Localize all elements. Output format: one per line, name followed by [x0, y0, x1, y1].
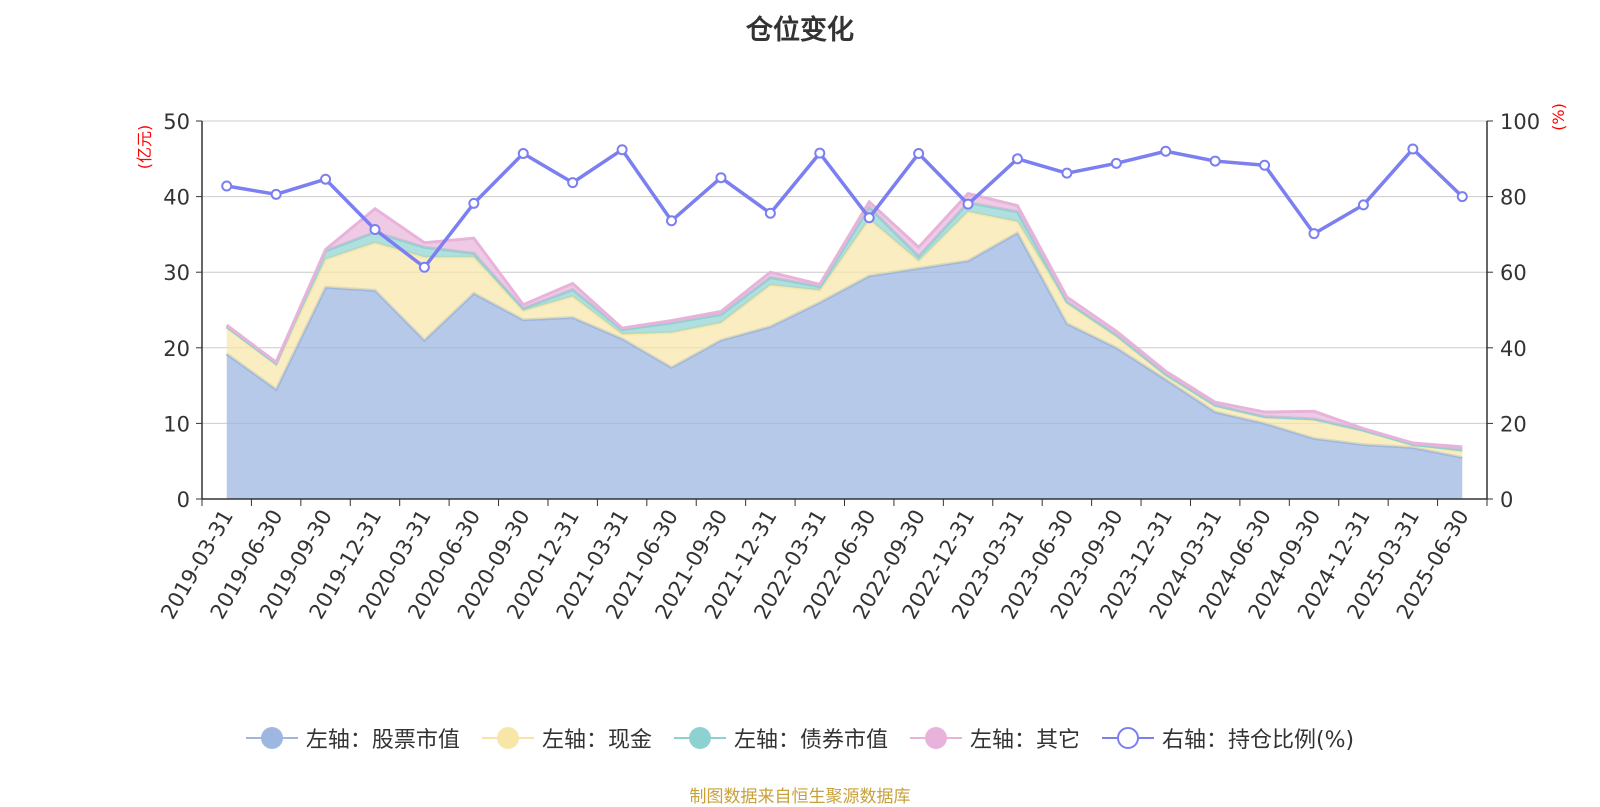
ratio-point [1308, 228, 1320, 240]
ratio-point [517, 148, 529, 160]
ratio-point [567, 177, 579, 189]
ratio-point [962, 198, 974, 210]
ratio-point [221, 180, 233, 192]
ratio-point [369, 223, 381, 235]
ratio-point [1209, 155, 1221, 167]
ratio-point [1259, 159, 1271, 171]
left-axis-tick-label: 10 [163, 412, 190, 436]
legend-swatch-stock [245, 727, 298, 749]
ratio-point [715, 172, 727, 184]
stacked-areas [225, 191, 1463, 499]
legend-swatch-marker [496, 727, 519, 749]
area-edge-other [225, 191, 1463, 449]
source-note: 制图数据来自恒生聚源数据库 [689, 787, 911, 807]
legend-swatch-bond [673, 727, 726, 749]
legend-swatch-marker [1116, 727, 1139, 749]
ratio-point [616, 144, 628, 156]
right-axis-tick-label: 80 [1500, 186, 1527, 210]
legend-swatch-cash [481, 727, 534, 749]
ratio-point [1110, 157, 1122, 169]
right-axis-tick-label: 20 [1500, 412, 1527, 436]
legend-label-ratio: 右轴：持仓比例(%) [1161, 728, 1355, 753]
left-axis-tick-label: 20 [163, 337, 190, 361]
left-axis-unit: (亿元) [135, 125, 154, 170]
right-axis-tick-label: 0 [1500, 488, 1513, 512]
area-bond [226, 202, 1463, 452]
chart-title: 仓位变化 [746, 15, 854, 46]
ratio-point [1061, 167, 1073, 179]
ratio-line [226, 147, 1464, 270]
ratio-point [913, 148, 925, 160]
legend-item-ratio[interactable]: 右轴：持仓比例(%) [1101, 722, 1355, 754]
ratio-point [814, 147, 826, 159]
legend: 左轴：股票市值 左轴：现金 左轴：债券市值 左轴：其它 右轴：持仓比例(%) [0, 722, 1600, 754]
ratio-point [1011, 153, 1023, 165]
ratio-point [418, 261, 430, 273]
right-axis-tick-label: 60 [1500, 261, 1527, 285]
legend-swatch-ratio [1101, 727, 1154, 749]
right-axis-tick-label: 40 [1500, 337, 1527, 361]
ratio-point [270, 188, 282, 200]
ratio-point [1456, 191, 1468, 203]
ratio-point [1357, 199, 1369, 211]
legend-label-bond: 左轴：债券市值 [733, 728, 888, 753]
left-axis-tick-label: 30 [163, 261, 190, 285]
legend-swatch-marker [924, 727, 947, 749]
ratio-point [666, 215, 678, 227]
left-axis-tick-label: 40 [163, 186, 190, 210]
ratio-point [1407, 143, 1419, 155]
ratio-point [764, 207, 776, 219]
legend-item-cash[interactable]: 左轴：现金 [481, 722, 652, 754]
ratio-point [468, 197, 480, 209]
area-stock [226, 232, 1463, 499]
legend-item-stock[interactable]: 左轴：股票市值 [245, 722, 460, 754]
legend-label-cash: 左轴：现金 [541, 728, 652, 753]
ratio-line-layer [221, 143, 1468, 273]
legend-swatch-marker [260, 727, 283, 749]
left-axis-tick-label: 50 [163, 110, 190, 134]
legend-item-other[interactable]: 左轴：其它 [909, 722, 1080, 754]
left-axis-tick-label: 0 [177, 488, 190, 512]
legend-swatch-marker [688, 727, 711, 749]
legend-label-stock: 左轴：股票市值 [305, 728, 460, 753]
right-axis-tick-label: 100 [1500, 110, 1540, 134]
ratio-point [863, 212, 875, 224]
legend-swatch-other [909, 727, 962, 749]
right-axis-unit: (%) [1549, 103, 1568, 131]
ratio-point [320, 173, 332, 185]
ratio-point [1160, 145, 1172, 157]
area-cash [226, 211, 1463, 458]
legend-item-bond[interactable]: 左轴：债券市值 [673, 722, 888, 754]
legend-label-other: 左轴：其它 [969, 728, 1080, 753]
